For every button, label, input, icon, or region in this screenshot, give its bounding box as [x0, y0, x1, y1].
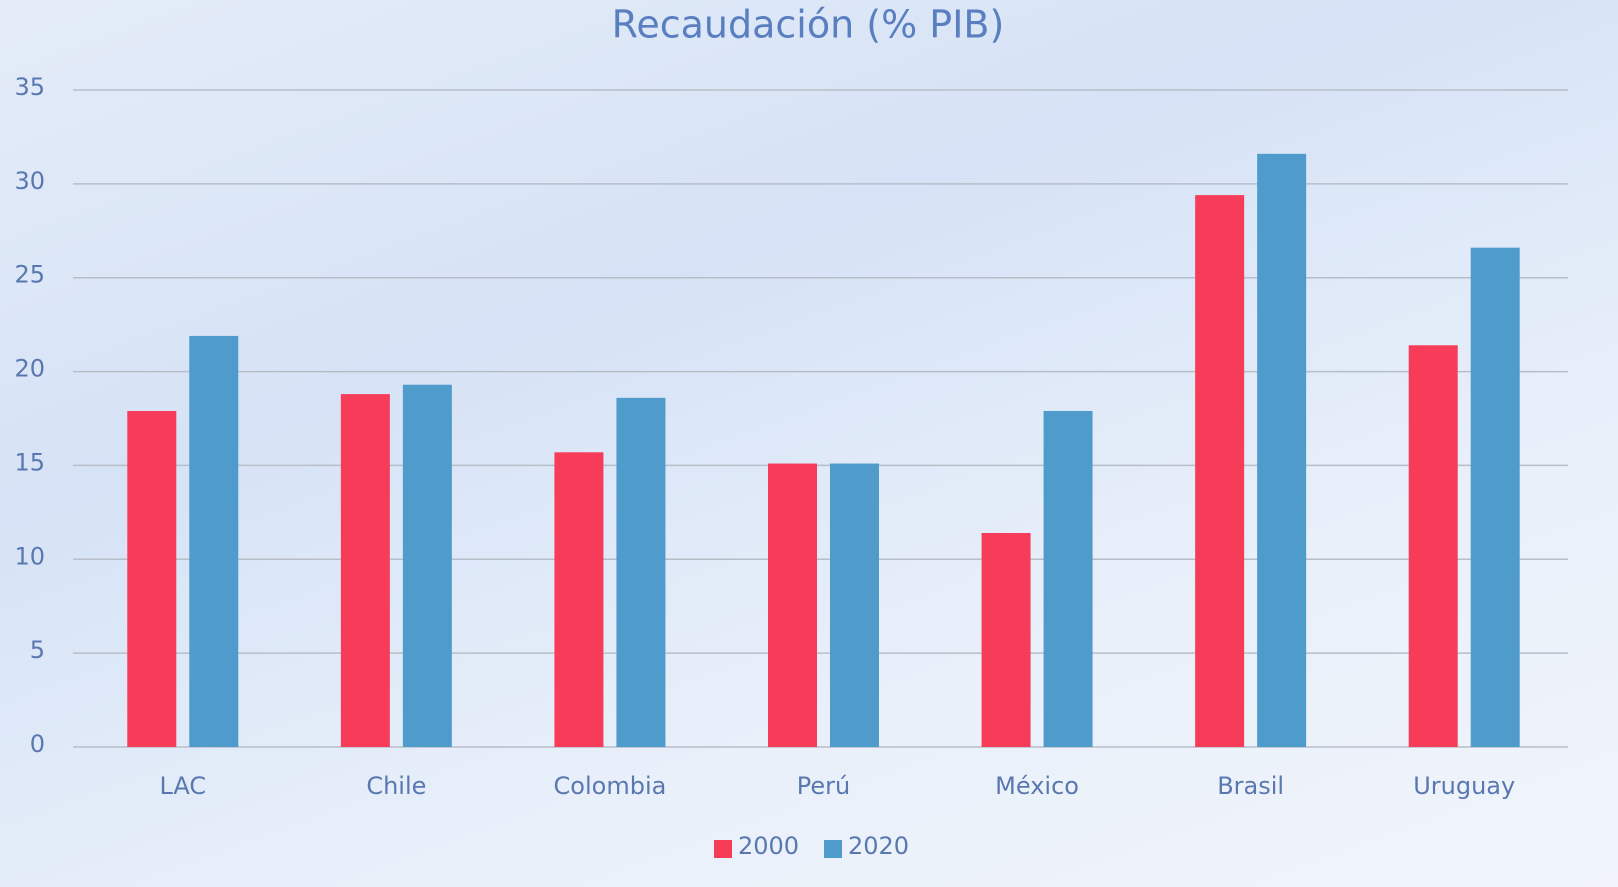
bar — [1257, 153, 1307, 747]
legend-swatch — [714, 840, 732, 858]
legend-label: 2000 — [738, 832, 799, 860]
bar — [554, 452, 604, 747]
y-tick-label: 30 — [14, 167, 45, 195]
bar — [830, 463, 879, 747]
x-tick-label: México — [995, 772, 1079, 800]
bar — [1408, 345, 1458, 747]
bar — [981, 533, 1031, 747]
y-tick-label: 0 — [30, 730, 45, 758]
x-tick-label: Perú — [797, 772, 850, 800]
y-tick-label: 35 — [14, 73, 45, 101]
bar — [340, 394, 390, 747]
bar — [768, 463, 817, 747]
x-tick-label: Brasil — [1217, 772, 1284, 800]
bar — [402, 384, 452, 747]
legend-label: 2020 — [848, 832, 909, 860]
chart-title: Recaudación (% PIB) — [612, 3, 1005, 47]
y-tick-label: 25 — [14, 261, 45, 289]
y-tick-label: 20 — [14, 355, 45, 383]
bar — [1043, 410, 1093, 747]
x-tick-label: Chile — [366, 772, 426, 800]
bar — [127, 410, 177, 747]
y-tick-label: 15 — [14, 448, 45, 476]
bar — [1195, 195, 1245, 747]
bar — [1470, 247, 1520, 747]
x-tick-label: Uruguay — [1413, 772, 1515, 800]
y-tick-label: 5 — [30, 636, 45, 664]
bar — [189, 335, 239, 747]
y-tick-label: 10 — [14, 542, 45, 570]
bar — [616, 397, 666, 747]
x-tick-label: LAC — [159, 772, 206, 800]
x-tick-label: Colombia — [554, 772, 667, 800]
legend-swatch — [824, 840, 842, 858]
